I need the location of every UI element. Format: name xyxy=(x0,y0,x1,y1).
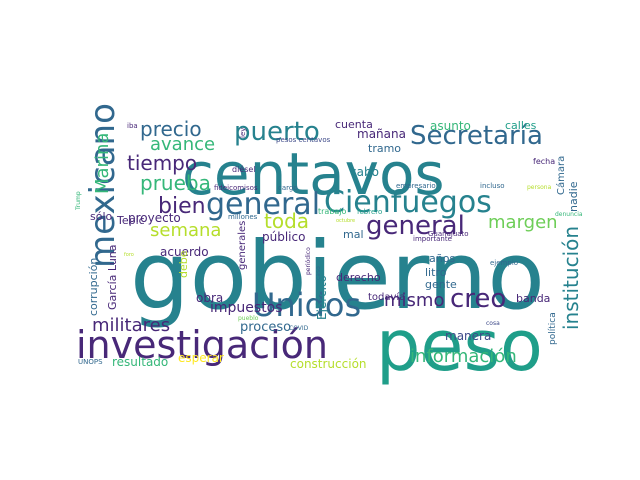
cloud-word: cargo xyxy=(278,184,298,192)
cloud-word: Guanajuato xyxy=(428,230,469,238)
cloud-word: mexicano xyxy=(83,103,123,268)
cloud-word: corrupción xyxy=(87,258,100,316)
cloud-word: foro xyxy=(124,252,134,258)
cloud-word: general xyxy=(206,187,320,222)
cloud-word: centavos xyxy=(182,140,445,208)
cloud-word: generales xyxy=(237,221,248,270)
cloud-word: información xyxy=(410,346,517,367)
cloud-word: tramo xyxy=(368,142,401,155)
cloud-word: pueblo xyxy=(238,315,259,322)
cloud-word: importante xyxy=(413,235,452,243)
cloud-word: institución xyxy=(559,226,583,330)
cloud-word: persona xyxy=(527,184,552,191)
cloud-word: litro xyxy=(425,266,447,279)
cloud-word: caso xyxy=(315,266,322,280)
cloud-word: esperar xyxy=(178,351,224,365)
cloud-word: proyecto xyxy=(128,211,181,225)
cloud-word: banda xyxy=(516,292,550,305)
cloud-word: precio xyxy=(140,117,202,141)
cloud-word: ejemplo xyxy=(490,259,518,267)
cloud-word: mañana xyxy=(357,127,406,141)
cloud-word: puerto xyxy=(234,117,320,147)
cloud-word: Ejército xyxy=(315,275,329,320)
cloud-word: avance xyxy=(150,134,215,155)
cloud-word: denuncia xyxy=(555,211,583,218)
cloud-word: octubre xyxy=(336,218,355,224)
cloud-word: prueba xyxy=(140,171,211,195)
cloud-word: construcción xyxy=(290,357,367,371)
cloud-word: cuenta xyxy=(335,118,373,131)
cloud-word: cosa xyxy=(486,320,500,327)
cloud-word: Trump xyxy=(75,191,82,211)
cloud-word: Tepic xyxy=(116,214,145,227)
cloud-word: COVID xyxy=(289,325,309,332)
cloud-word: Marina xyxy=(92,133,113,194)
cloud-word: público xyxy=(262,230,305,244)
cloud-word: UNOPS xyxy=(78,358,103,366)
cloud-word: fideicomisos xyxy=(214,184,258,192)
cloud-word: diésel xyxy=(232,164,256,174)
word-layer: gobierno centavos peso investigación mexican… xyxy=(75,103,583,387)
cloud-word: militares xyxy=(92,315,170,336)
cloud-word: gente xyxy=(425,278,457,291)
cloud-word: febrero xyxy=(357,208,382,216)
cloud-word: nadie xyxy=(567,181,580,212)
cloud-word: derecho xyxy=(336,271,381,284)
cloud-word: fecha xyxy=(533,157,555,166)
cloud-word: millones xyxy=(228,213,258,221)
cloud-word: proceso xyxy=(240,320,291,335)
cloud-word: García Luna xyxy=(106,244,119,310)
cloud-word: Unidos xyxy=(252,286,361,324)
cloud-word: investigación xyxy=(76,323,328,367)
cloud-word: trabajo xyxy=(318,207,347,216)
cloud-word: asunto xyxy=(430,119,471,133)
cloud-word: sólo xyxy=(90,210,113,223)
cloud-word: tiempo xyxy=(127,151,197,175)
cloud-word: incluso xyxy=(480,182,505,190)
cloud-word: Secretaría xyxy=(410,121,543,151)
cloud-word: periódico xyxy=(305,247,312,275)
cloud-word: resultado xyxy=(112,355,168,369)
cloud-word: obra xyxy=(196,291,223,305)
cloud-word: mismo xyxy=(384,290,444,311)
cloud-word: creo xyxy=(450,284,506,314)
cloud-word: margen xyxy=(488,212,558,233)
cloud-word: acuerdo xyxy=(160,245,209,259)
cloud-word: empresario xyxy=(396,182,436,190)
cloud-word: semana xyxy=(150,220,221,241)
cloud-word: pesos centavos xyxy=(276,136,331,144)
cloud-word: mal xyxy=(343,228,364,241)
cloud-word: ley xyxy=(239,128,247,138)
cloud-word: Cámara xyxy=(555,156,567,195)
cloud-word: años xyxy=(429,252,455,265)
cloud-word: toda xyxy=(264,209,309,233)
cloud-word: iba xyxy=(127,122,138,130)
cloud-word: Cienfuegos xyxy=(324,185,492,220)
cloud-word: impuestos xyxy=(210,300,283,316)
cloud-word: general xyxy=(366,211,465,241)
cloud-word: debe xyxy=(177,250,190,278)
cloud-word: manera xyxy=(445,329,491,343)
cloud-word: política xyxy=(548,312,558,345)
cloud-word: cabo xyxy=(350,165,379,179)
cloud-word: bien xyxy=(158,194,206,219)
cloud-word: peso xyxy=(376,305,543,387)
cloud-word: gobierno xyxy=(130,222,545,331)
cloud-word: todavía xyxy=(368,291,405,303)
cloud-word: calles xyxy=(505,119,537,132)
